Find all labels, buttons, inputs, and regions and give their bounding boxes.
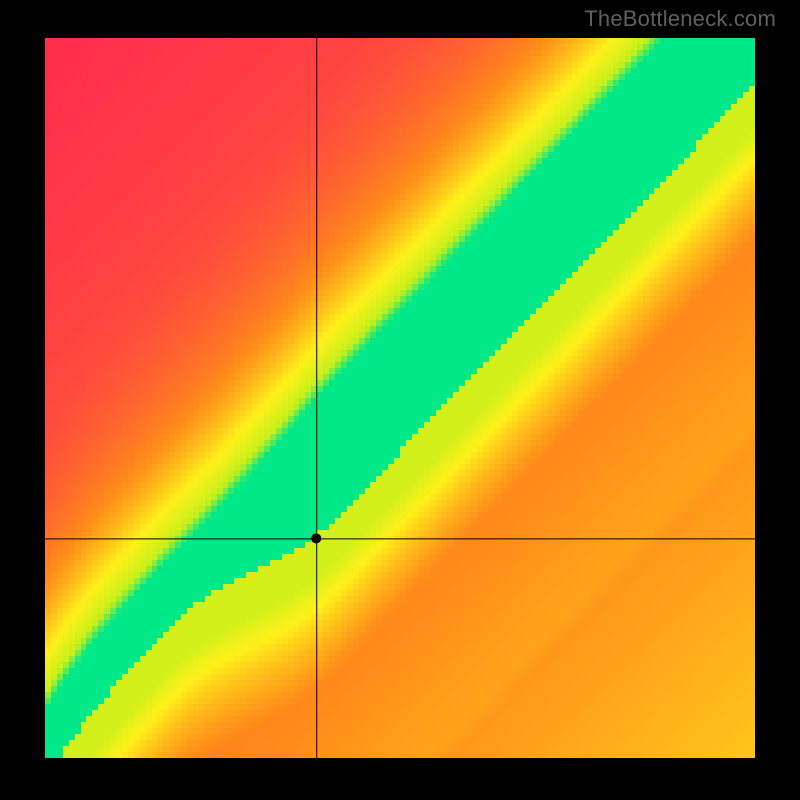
attribution-text: TheBottleneck.com — [584, 6, 776, 32]
heatmap-canvas — [45, 38, 755, 758]
bottleneck-heatmap — [45, 38, 755, 758]
